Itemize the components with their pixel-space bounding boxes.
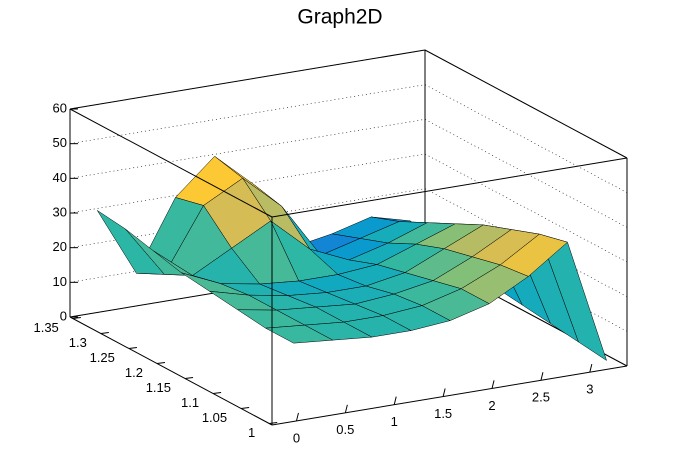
y-tick [156, 362, 166, 364]
y-tick-label: 1.25 [90, 350, 115, 365]
x-tick-label: 0.5 [336, 422, 354, 437]
y-tick [269, 422, 278, 424]
y-tick [213, 392, 222, 394]
y-tick [128, 347, 137, 349]
z-tick-label: 30 [53, 204, 67, 219]
x-tick [393, 396, 397, 405]
y-tick-label: 1.3 [69, 335, 87, 350]
y-tick-label: 1.05 [202, 410, 227, 425]
y-tick [100, 332, 109, 334]
y-tick [241, 407, 250, 409]
z-tick-label: 60 [53, 100, 67, 115]
x-tick [295, 412, 299, 422]
grid-line [69, 84, 628, 193]
box-edge [424, 49, 628, 159]
grid-line [69, 119, 628, 228]
y-tick-label: 1.35 [33, 320, 58, 335]
x-tick-label: 0 [293, 430, 300, 445]
x-tick-label: 3 [586, 382, 593, 397]
axis-line [271, 365, 628, 426]
x-tick-label: 2 [488, 398, 495, 413]
box-edge [271, 157, 628, 218]
z-tick-label: 20 [53, 239, 67, 254]
x-tick [442, 388, 446, 397]
y-tick-label: 1.1 [181, 395, 199, 410]
x-tick [344, 404, 348, 413]
z-tick-label: 50 [53, 135, 67, 150]
grid-line [69, 257, 628, 367]
z-tick-label: 40 [53, 170, 67, 185]
y-tick-label: 1.2 [125, 365, 143, 380]
y-tick-label: 1.15 [146, 380, 171, 395]
axis-line [69, 316, 273, 426]
grid-line [69, 49, 628, 159]
x-tick [491, 380, 495, 389]
x-tick [589, 364, 593, 373]
y-tick [184, 377, 194, 379]
z-tick-label: 0 [60, 308, 67, 323]
x-tick-label: 1.5 [434, 406, 452, 421]
x-tick-label: 2.5 [532, 390, 550, 405]
surface-cell [264, 324, 334, 344]
y-tick-label: 1 [248, 425, 255, 440]
chart-title: Graph2D [297, 6, 382, 29]
box-edge [69, 108, 273, 218]
x-tick-label: 1 [391, 414, 398, 429]
box-edge [69, 49, 426, 110]
y-tick [72, 317, 81, 319]
grid-line [69, 153, 628, 263]
x-tick [540, 372, 544, 381]
z-tick-label: 10 [53, 274, 67, 289]
